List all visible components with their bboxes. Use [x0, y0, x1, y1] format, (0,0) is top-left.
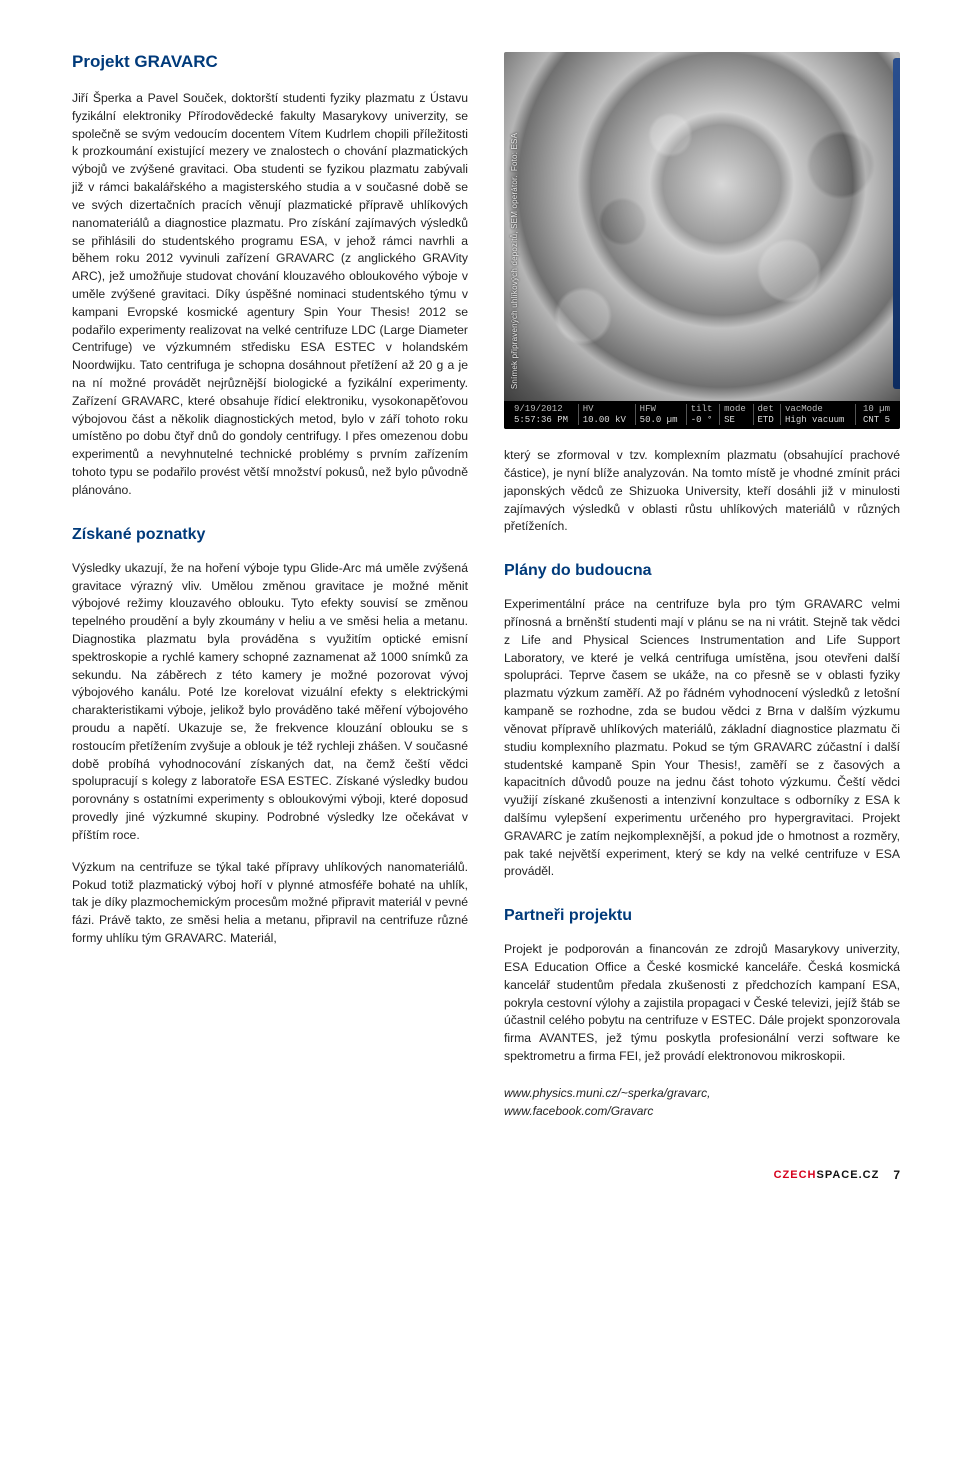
project-links: www.physics.muni.cz/~sperka/gravarc, www… — [504, 1084, 900, 1120]
sem-hdr-det: det — [753, 404, 781, 414]
project-link-1: www.physics.muni.cz/~sperka/gravarc, — [504, 1086, 710, 1100]
sem-image-credit: Snímek připravených uhlíkových depozitů,… — [510, 58, 519, 389]
intro-paragraph: Jiří Šperka a Pavel Souček, doktorští st… — [72, 90, 468, 500]
sem-info-table: 9/19/2012 HV HFW tilt mode det vacMode 1… — [510, 404, 894, 425]
sem-val-time: 5:57:36 PM — [510, 415, 578, 425]
sem-val-vac: High vacuum — [781, 415, 856, 425]
findings-paragraph-2: Výzkum na centrifuze se týkal také přípr… — [72, 859, 468, 948]
table-row: 9/19/2012 HV HFW tilt mode det vacMode 1… — [510, 404, 894, 414]
column-right: Snímek připravených uhlíkových depozitů,… — [504, 52, 900, 1120]
sem-figure: Snímek připravených uhlíkových depozitů,… — [504, 52, 900, 429]
future-paragraph: Experimentální práce na centrifuze byla … — [504, 596, 900, 881]
footer-brand-black: SPACE.CZ — [817, 1169, 880, 1181]
section-heading-partners: Partneři projektu — [504, 907, 900, 925]
partners-paragraph: Projekt je podporován a financován ze zd… — [504, 941, 900, 1066]
sem-credit-line-2: Foto: ESA — [510, 133, 519, 171]
sem-val-mode: SE — [720, 415, 753, 425]
sem-date: 9/19/2012 — [510, 404, 578, 414]
section-heading-future: Plány do budoucna — [504, 562, 900, 580]
sem-side-tab — [893, 58, 900, 389]
project-link-2: www.facebook.com/Gravarc — [504, 1104, 653, 1118]
sem-val-hv: 10.00 kV — [578, 415, 635, 425]
sem-val-sample: CNT 5 — [855, 415, 894, 425]
section-heading-findings: Získané poznatky — [72, 526, 468, 544]
findings-paragraph-1: Výsledky ukazují, že na hoření výboje ty… — [72, 560, 468, 845]
sem-hdr-hv: HV — [578, 404, 635, 414]
sem-hdr-vac: vacMode — [781, 404, 856, 414]
column-left: Projekt GRAVARC Jiří Šperka a Pavel Souč… — [72, 52, 468, 1120]
right-continuation-paragraph: který se zformoval v tzv. komplexním pla… — [504, 447, 900, 536]
sem-val-hfw: 50.0 µm — [635, 415, 686, 425]
page-footer: CZECHSPACE.CZ 7 — [0, 1160, 960, 1208]
sem-image: Snímek připravených uhlíkových depozitů,… — [504, 52, 900, 429]
sem-hdr-tilt: tilt — [686, 404, 719, 414]
table-row: 5:57:36 PM 10.00 kV 50.0 µm -0 ° SE ETD … — [510, 415, 894, 425]
sem-info-bar: 9/19/2012 HV HFW tilt mode det vacMode 1… — [504, 401, 900, 429]
sem-hdr-hfw: HFW — [635, 404, 686, 414]
article-title: Projekt GRAVARC — [72, 52, 468, 72]
footer-brand: CZECHSPACE.CZ — [774, 1169, 880, 1181]
page-number: 7 — [893, 1168, 900, 1182]
sem-credit-line-1: Snímek připravených uhlíkových depozitů,… — [510, 175, 519, 389]
sem-val-tilt: -0 ° — [686, 415, 719, 425]
sem-val-det: ETD — [753, 415, 781, 425]
footer-brand-red: CZECH — [774, 1169, 817, 1181]
sem-hdr-scale: 10 µm — [855, 404, 894, 414]
page-body: Projekt GRAVARC Jiří Šperka a Pavel Souč… — [0, 0, 960, 1160]
sem-hdr-mode: mode — [720, 404, 753, 414]
